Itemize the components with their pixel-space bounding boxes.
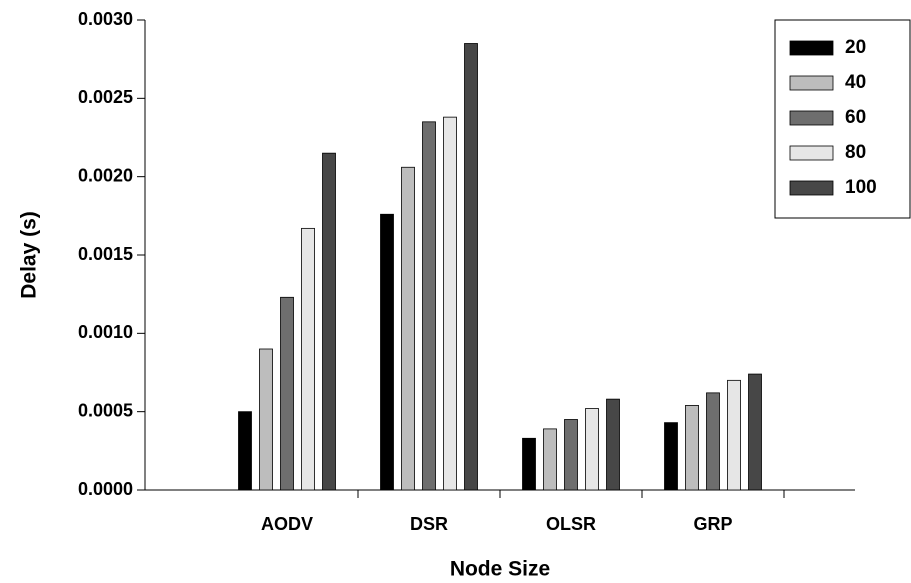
bar	[301, 227, 315, 491]
bar	[401, 166, 415, 491]
bar	[443, 116, 457, 491]
bar	[380, 213, 394, 491]
bar	[280, 296, 294, 491]
legend-swatch	[789, 180, 834, 196]
bar	[238, 411, 252, 491]
bar	[564, 419, 578, 491]
bar	[259, 348, 273, 491]
y-tick-label: 0.0025	[78, 87, 133, 107]
x-tick-label: GRP	[693, 514, 732, 534]
x-axis-label: Node Size	[450, 558, 550, 581]
y-tick-label: 0.0015	[78, 244, 133, 264]
legend-label: 40	[845, 72, 866, 93]
bar	[464, 43, 478, 491]
legend-swatch	[789, 40, 834, 56]
bar	[706, 392, 720, 491]
x-tick-label: OLSR	[546, 514, 596, 534]
y-tick-label: 0.0030	[78, 9, 133, 29]
bar	[522, 437, 536, 491]
y-tick-label: 0.0000	[78, 479, 133, 499]
bar	[422, 121, 436, 491]
bar	[543, 428, 557, 491]
legend-label: 60	[845, 107, 866, 128]
x-tick-label: DSR	[410, 514, 448, 534]
bar	[585, 408, 599, 491]
bar	[322, 152, 336, 491]
y-tick-label: 0.0010	[78, 322, 133, 342]
x-tick-label: AODV	[261, 514, 313, 534]
y-tick-label: 0.0005	[78, 400, 133, 420]
legend-swatch	[789, 145, 834, 161]
legend-label: 20	[845, 37, 866, 58]
y-tick-label: 0.0020	[78, 165, 133, 185]
bar	[606, 398, 620, 491]
bar	[685, 404, 699, 491]
legend-label: 80	[845, 142, 866, 163]
legend-swatch	[789, 110, 834, 126]
y-axis-label: Delay (s)	[18, 211, 41, 299]
bar	[727, 379, 741, 491]
legend-label: 100	[845, 177, 877, 198]
legend-swatch	[789, 75, 834, 91]
bar	[748, 373, 762, 491]
bar	[664, 422, 678, 491]
